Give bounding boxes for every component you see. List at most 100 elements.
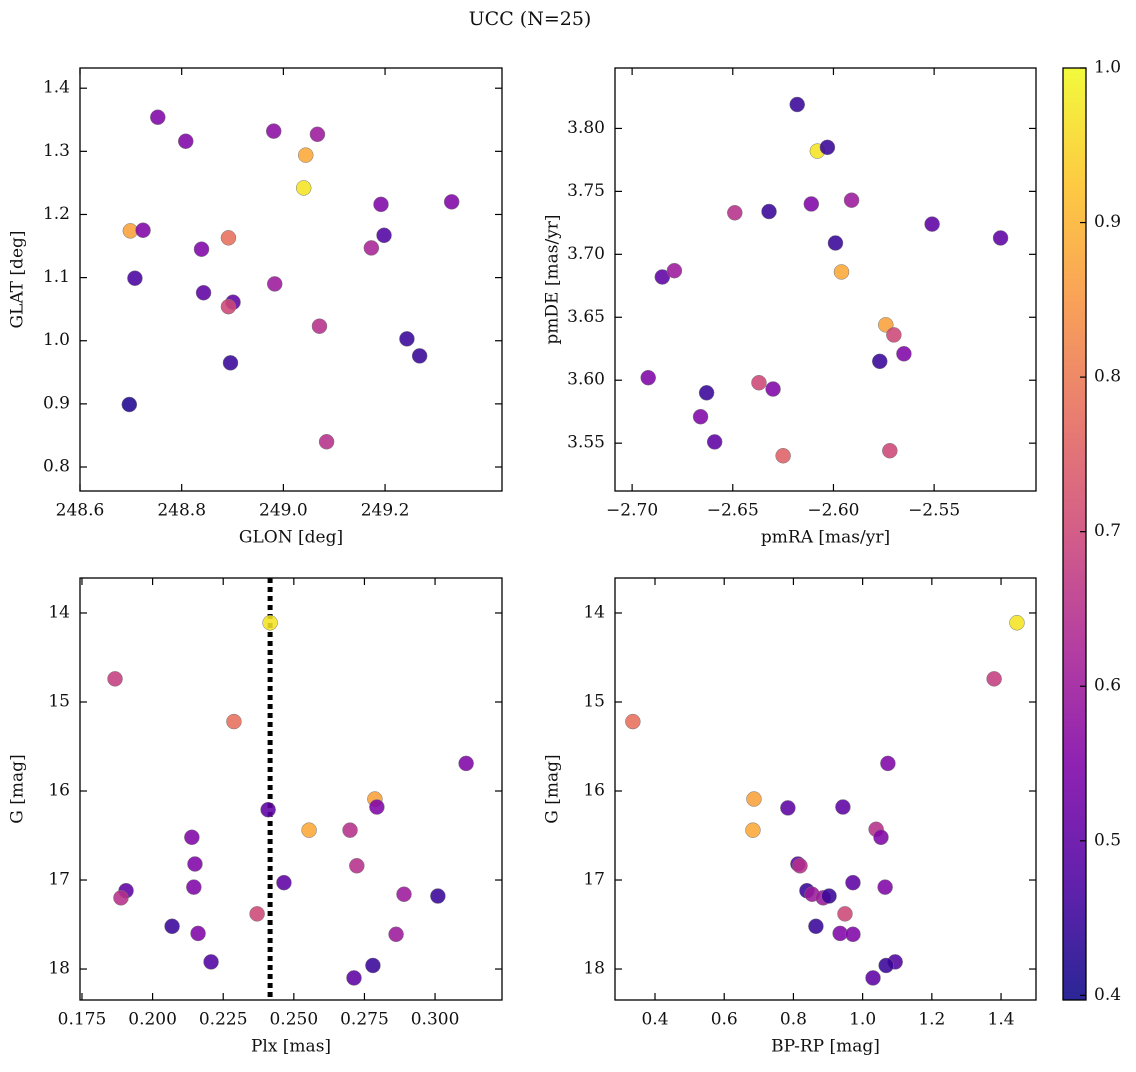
data-point [276, 874, 292, 891]
data-point [349, 858, 365, 874]
colorbar-tick-label: 0.4 [1094, 985, 1121, 1005]
data-point [363, 240, 380, 256]
axes-frame [614, 67, 1037, 492]
x-tick-label: −2.70 [606, 501, 658, 521]
data-point [837, 906, 853, 922]
data-point [727, 205, 743, 221]
x-tick-label: −2.55 [908, 501, 960, 521]
x-tick-label: 0.6 [711, 1010, 738, 1030]
data-point [311, 318, 328, 334]
data-point [195, 285, 212, 301]
data-point [342, 822, 358, 838]
data-point [877, 879, 893, 895]
x-tick-label: 0.225 [199, 1010, 248, 1030]
colorbar-tick-label: 0.6 [1094, 676, 1121, 696]
data-point [751, 374, 767, 391]
colorbar-tick-label: 0.8 [1094, 367, 1121, 387]
data-point [318, 434, 335, 450]
y-tick-label: 3.70 [567, 244, 605, 264]
data-point [808, 918, 824, 935]
data-point [792, 858, 808, 874]
y-tick-label: 17 [583, 870, 605, 890]
axes-frame [614, 577, 1037, 1001]
data-point [135, 222, 151, 239]
data-point [692, 408, 709, 425]
axes-frame [79, 577, 503, 1001]
data-point [297, 147, 314, 163]
data-point [373, 196, 389, 213]
data-point [193, 241, 210, 257]
data-point [835, 799, 851, 815]
data-point [886, 327, 902, 343]
data-point [309, 126, 326, 143]
data-point [186, 879, 202, 895]
data-point [706, 434, 723, 450]
x-tick-label: 1.2 [918, 1010, 945, 1030]
data-point [295, 180, 312, 196]
x-tick-label: 248.6 [56, 501, 105, 521]
y-tick-label: 3.55 [567, 433, 605, 453]
data-point [880, 755, 896, 772]
y-tick-label: 14 [48, 602, 70, 622]
data-point [178, 133, 194, 149]
data-point [640, 369, 656, 386]
data-point [184, 829, 200, 846]
data-point [190, 925, 206, 942]
data-point [845, 874, 861, 891]
data-point [399, 331, 415, 347]
data-point [187, 856, 203, 872]
data-point [761, 203, 777, 220]
y-tick-label: 16 [583, 781, 605, 801]
data-point [203, 954, 219, 970]
y-axis-label: pmDE [mas/yr] [543, 214, 563, 344]
y-axis-label: G [mag] [8, 754, 28, 823]
data-point [780, 800, 796, 816]
y-axis-label: GLAT [deg] [8, 230, 28, 328]
data-point [430, 888, 446, 904]
y-tick-label: 17 [48, 870, 70, 890]
x-tick-label: 249.0 [259, 501, 308, 521]
colorbar-tick-label: 1.0 [1094, 58, 1121, 78]
data-point [698, 385, 715, 401]
data-point [827, 235, 844, 251]
data-point [107, 671, 123, 687]
y-tick-label: 1.3 [43, 141, 70, 161]
data-point [789, 96, 805, 113]
y-tick-label: 1.4 [43, 78, 70, 98]
x-axis-label: Plx [mas] [251, 1037, 331, 1057]
y-tick-label: 1.0 [43, 330, 70, 350]
x-tick-label: −2.60 [807, 501, 859, 521]
data-point [872, 353, 888, 370]
y-tick-label: 15 [48, 691, 70, 711]
data-point [865, 970, 881, 986]
data-point [388, 926, 404, 943]
x-tick-label: 0.8 [780, 1010, 807, 1030]
data-point [365, 957, 381, 974]
x-axis-label: BP-RP [mag] [771, 1037, 880, 1057]
y-tick-label: 16 [48, 781, 70, 801]
axes-frame [79, 67, 503, 492]
x-tick-label: 1.0 [849, 1010, 876, 1030]
data-point [262, 615, 278, 631]
x-tick-label: 0.300 [411, 1010, 460, 1030]
data-point [127, 270, 143, 286]
y-tick-label: 3.60 [567, 370, 605, 390]
data-point [819, 139, 836, 156]
data-point [301, 822, 317, 838]
y-tick-label: 1.1 [43, 267, 70, 287]
data-point [746, 791, 762, 807]
x-tick-label: 248.8 [157, 501, 206, 521]
y-tick-label: 3.65 [567, 307, 605, 327]
data-point [873, 829, 889, 846]
data-point [113, 890, 129, 906]
x-tick-label: 0.275 [340, 1010, 389, 1030]
data-point [992, 230, 1009, 246]
data-point [222, 355, 239, 371]
data-point [986, 671, 1002, 687]
data-point [260, 801, 276, 818]
y-tick-label: 18 [583, 959, 605, 979]
data-point [833, 264, 850, 280]
y-tick-label: 14 [583, 602, 605, 622]
